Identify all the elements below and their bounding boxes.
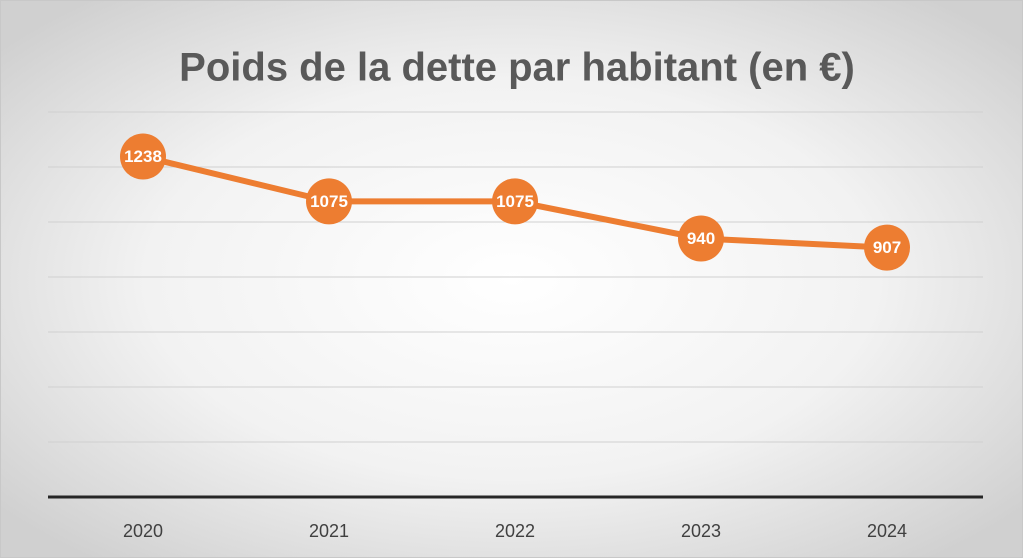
- marker: [120, 133, 166, 180]
- marker: [306, 178, 352, 225]
- data-label: 940: [687, 229, 715, 248]
- x-tick-label: 2022: [495, 521, 535, 541]
- x-tick-label: 2023: [681, 521, 721, 541]
- marker: [864, 224, 910, 271]
- marker: [492, 178, 538, 225]
- x-tick-label: 2020: [123, 521, 163, 541]
- data-label: 1075: [310, 192, 348, 211]
- chart-title: Poids de la dette par habitant (en €): [179, 46, 855, 90]
- data-label: 1238: [124, 147, 162, 166]
- marker: [678, 215, 724, 262]
- data-label: 907: [873, 238, 901, 257]
- x-tick-label: 2024: [867, 521, 907, 541]
- x-tick-label: 2021: [309, 521, 349, 541]
- data-label: 1075: [496, 192, 534, 211]
